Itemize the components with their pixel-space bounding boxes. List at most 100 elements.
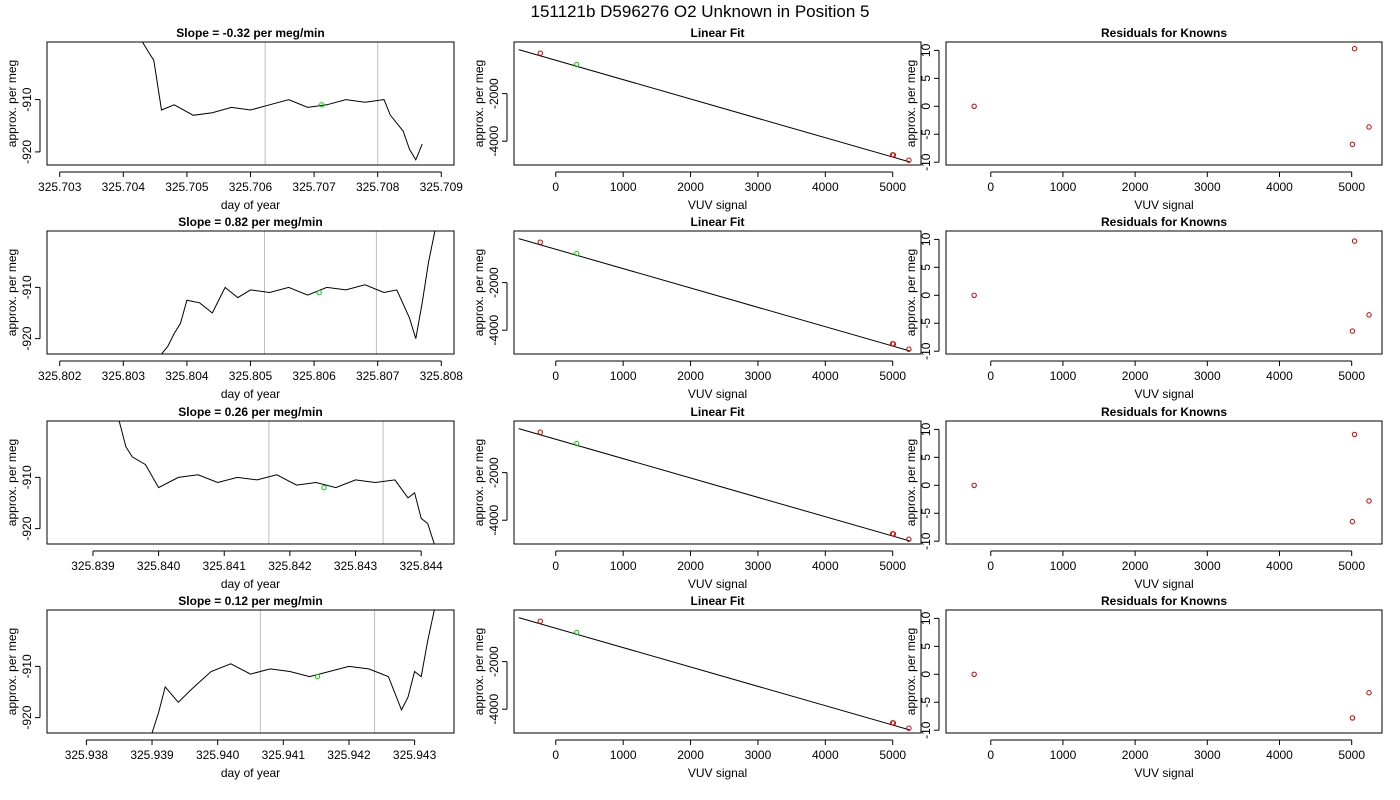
panel-title: Slope = 0.82 per meg/min: [178, 215, 322, 229]
unknown-point: [573, 61, 580, 68]
panel-fit-2: Linear Fit 0 1000 2000 3000 4000 5000 VUV signa…: [472, 215, 922, 401]
panel-fit-4: Linear Fit 0 1000 2000 3000 4000 5000 VUV signa…: [472, 594, 922, 780]
y-axis-label: approx. per meg: [5, 439, 19, 526]
y-axis-label: approx. per meg: [904, 60, 918, 147]
x-axis: 0 1000 2000 3000 4000 5000: [552, 360, 906, 383]
panel-title: Residuals for Knowns: [1101, 405, 1227, 419]
y-axis: -920 -910: [20, 654, 41, 730]
unknown-point: [314, 673, 321, 680]
trace-line: [118, 421, 435, 544]
known-point: [971, 482, 977, 488]
y-tick-label: -910: [20, 275, 34, 299]
x-tick-label: 1000: [1050, 559, 1077, 573]
unknown-point: [321, 484, 327, 491]
y-tick-label: -5: [919, 318, 933, 329]
plot-frame: [513, 230, 922, 355]
panel-fit-1: Linear Fit 0 1000 2000 3000 4000 5000 VUV signa…: [472, 26, 922, 212]
x-axis-label: VUV signal: [688, 387, 747, 401]
x-tick-label: 325.839: [71, 559, 115, 573]
panel-title: Residuals for Knowns: [1101, 26, 1227, 40]
x-tick-label: 1000: [1050, 748, 1077, 762]
x-axis-label: day of year: [221, 198, 280, 212]
y-axis-label: approx. per meg: [5, 249, 19, 336]
y-tick-label: -910: [20, 465, 34, 489]
known-point: [1351, 431, 1358, 438]
x-tick-label: 0: [987, 369, 994, 383]
x-tick-label: 325.707: [292, 180, 336, 194]
x-axis: 0 1000 2000 3000 4000 5000: [552, 171, 906, 194]
y-axis-label: approx. per meg: [904, 249, 918, 336]
x-tick-label: 325.708: [356, 180, 400, 194]
y-tick-label: 10: [919, 43, 933, 57]
x-tick-label: 325.943: [393, 748, 437, 762]
x-tick-label: 325.808: [420, 369, 464, 383]
x-tick-label: 2000: [1122, 559, 1149, 573]
y-tick-label: -910: [20, 654, 34, 678]
known-point: [1349, 328, 1356, 334]
panel-title: Residuals for Knowns: [1101, 215, 1227, 229]
x-tick-label: 3000: [745, 748, 772, 762]
y-tick-label: 5: [919, 264, 933, 271]
x-axis: 0 1000 2000 3000 4000 5000: [987, 171, 1365, 194]
figure-title: 151121b D596276 O2 Unknown in Position 5: [531, 2, 870, 21]
known-point: [537, 429, 543, 435]
x-tick-label: 1000: [610, 748, 637, 762]
x-tick-label: 325.802: [38, 369, 82, 383]
y-tick-label: -5: [919, 129, 933, 140]
y-tick-label: -910: [20, 87, 34, 111]
panel-title: Linear Fit: [690, 405, 744, 419]
x-tick-label: 2000: [1122, 180, 1149, 194]
x-tick-label: 5000: [879, 180, 906, 194]
panel-title: Slope = 0.12 per meg/min: [178, 594, 322, 608]
fit-line: [518, 428, 910, 542]
y-axis: -4000 -2000: [487, 457, 508, 536]
x-tick-label: 325.706: [229, 180, 273, 194]
y-axis-label: approx. per meg: [5, 60, 19, 147]
known-point: [1349, 715, 1356, 721]
panel-title: Linear Fit: [690, 26, 744, 40]
panel-resid-1: Residuals for Knowns 0 1000 2000 3000 4000 500…: [904, 26, 1383, 212]
fit-line: [518, 49, 910, 163]
x-tick-label: 325.703: [38, 180, 82, 194]
x-tick-label: 5000: [1338, 369, 1365, 383]
y-axis-label: approx. per meg: [472, 249, 486, 336]
y-axis: -920 -910: [20, 275, 41, 351]
x-axis-label: VUV signal: [1134, 198, 1193, 212]
x-axis: 325.839 325.840 325.841 325.842 325.843 325.8…: [71, 550, 443, 573]
panels-grid: Slope = -0.32 per meg/min 325.703 325.704 3…: [5, 26, 1383, 780]
x-tick-label: 325.939: [130, 748, 174, 762]
x-tick-label: 0: [552, 748, 559, 762]
panel-fit-3: Linear Fit 0 1000 2000 3000 4000 5000 VUV signa…: [472, 405, 922, 591]
y-tick-label: -10: [919, 532, 933, 550]
y-tick-label: -4000: [487, 126, 501, 157]
y-tick-label: -5: [919, 508, 933, 519]
y-tick-label: 0: [919, 292, 933, 299]
x-tick-label: 325.841: [203, 559, 247, 573]
known-point: [906, 346, 912, 352]
y-axis: -920 -910: [20, 87, 41, 164]
plot-frame: [945, 609, 1383, 734]
y-tick-label: -10: [919, 153, 933, 171]
y-axis: -4000 -2000: [487, 646, 508, 725]
y-axis-label: approx. per meg: [472, 439, 486, 526]
x-tick-label: 325.709: [420, 180, 464, 194]
panel-title: Slope = -0.32 per meg/min: [176, 26, 324, 40]
y-tick-label: -10: [919, 721, 933, 739]
known-point: [537, 50, 543, 56]
x-tick-label: 325.704: [102, 180, 146, 194]
x-axis: 325.938 325.939 325.940 325.941 325.942 325.9…: [65, 739, 437, 762]
x-tick-label: 325.806: [292, 369, 336, 383]
known-point: [890, 152, 897, 158]
y-axis: -10 -5 0 5 10: [919, 43, 940, 171]
y-tick-label: 10: [919, 232, 933, 246]
x-tick-label: 325.940: [196, 748, 240, 762]
unknown-point: [573, 629, 580, 636]
y-tick-label: 10: [919, 611, 933, 625]
plot-frame: [46, 230, 455, 355]
x-tick-label: 325.807: [356, 369, 400, 383]
x-tick-label: 0: [987, 559, 994, 573]
x-tick-label: 5000: [879, 748, 906, 762]
